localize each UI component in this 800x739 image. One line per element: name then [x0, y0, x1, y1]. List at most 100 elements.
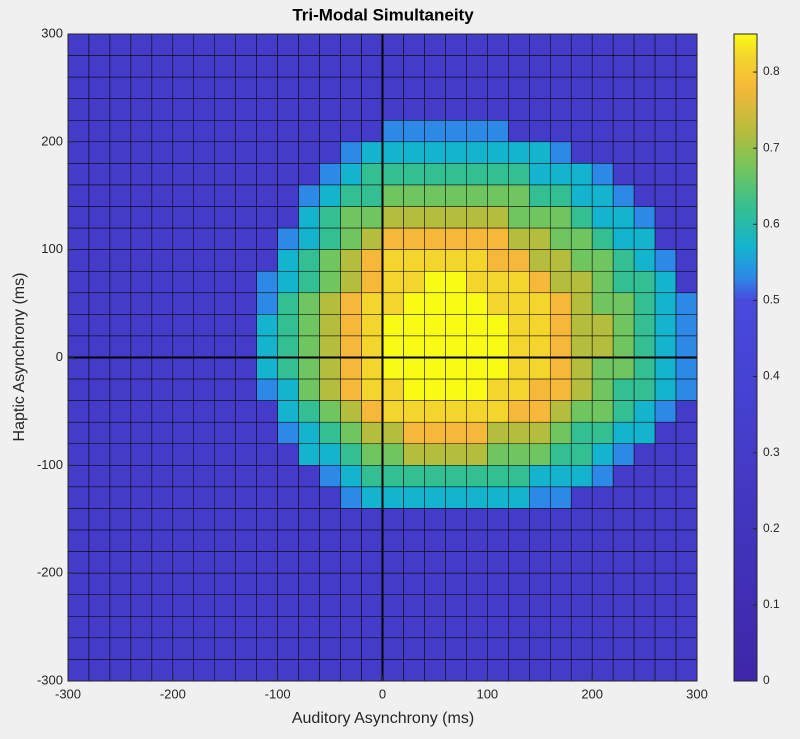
heat-cell — [675, 98, 698, 121]
heat-cell — [382, 616, 404, 639]
heat-cell — [277, 443, 299, 466]
heat-cell — [529, 314, 551, 337]
heat-cell — [298, 400, 320, 423]
heat-cell — [591, 486, 614, 509]
heat-cell — [445, 163, 467, 186]
heat-cell — [466, 465, 488, 488]
heat-cell — [487, 206, 509, 229]
heat-cell — [487, 98, 509, 121]
heat-cell — [612, 163, 635, 186]
heat-cell — [487, 249, 509, 272]
heat-cell — [193, 314, 216, 337]
heat-cell — [591, 508, 614, 531]
heat-cell — [172, 141, 195, 164]
heat-cell — [319, 270, 341, 294]
heat-cell — [172, 508, 195, 531]
heat-cell — [193, 292, 216, 315]
heat-cell — [88, 292, 111, 315]
heat-cell — [529, 465, 551, 488]
heat-cell — [361, 443, 383, 466]
heat-cell — [319, 551, 341, 574]
heat-cell — [591, 443, 614, 466]
heat-cell — [487, 357, 509, 380]
heat-cell — [67, 572, 90, 595]
heat-cell — [591, 314, 614, 337]
heat-cell — [88, 659, 111, 682]
heat-cell — [591, 616, 614, 639]
heat-cell — [88, 637, 111, 660]
heat-cell — [151, 378, 174, 401]
heat-cell — [172, 400, 195, 423]
heat-cell — [277, 357, 299, 380]
heat-cell — [487, 270, 509, 294]
heat-cell — [172, 421, 195, 445]
heat-cell — [151, 227, 174, 250]
heat-cell — [277, 55, 299, 78]
heat-cell — [214, 659, 236, 682]
heat-cell — [403, 314, 425, 337]
heat-cell — [445, 400, 467, 423]
heat-cell — [319, 637, 341, 660]
heat-cell — [319, 529, 341, 552]
heat-cell — [340, 659, 362, 682]
heat-cell — [424, 33, 446, 56]
heat-cell — [361, 508, 383, 531]
heat-cell — [151, 206, 174, 229]
heat-cell — [382, 421, 404, 445]
heat-cell — [88, 206, 111, 229]
heat-cell — [88, 594, 111, 617]
heat-cell — [130, 421, 153, 445]
heat-cell — [403, 357, 425, 380]
heat-cell — [508, 508, 530, 531]
heat-cell — [172, 486, 195, 509]
heat-cell — [612, 594, 635, 617]
heat-cell — [88, 249, 111, 272]
heat-cell — [319, 357, 341, 380]
heat-cell — [466, 637, 488, 660]
heat-cell — [529, 378, 551, 401]
heat-cell — [235, 594, 257, 617]
heat-cell — [109, 163, 132, 186]
heat-cell — [487, 33, 509, 56]
heat-cell — [487, 637, 509, 660]
heat-cell — [654, 486, 677, 509]
heat-cell — [675, 249, 698, 272]
colorbar-tick-label: 0.4 — [763, 369, 780, 383]
heat-cell — [298, 594, 320, 617]
heat-cell — [151, 270, 174, 294]
heat-cell — [214, 270, 236, 294]
heat-cell — [570, 270, 593, 294]
heat-cell — [277, 141, 299, 164]
heat-cell — [235, 357, 257, 380]
heat-cell — [570, 141, 593, 164]
heat-cell — [340, 421, 362, 445]
heat-cell — [508, 314, 530, 337]
heat-cell — [633, 163, 656, 186]
heat-cell — [487, 486, 509, 509]
heat-cell — [319, 55, 341, 78]
heat-cell — [570, 314, 593, 337]
y-tick-label: -200 — [37, 565, 63, 580]
heat-cell — [235, 465, 257, 488]
heat-cell — [256, 249, 278, 272]
heat-cell — [319, 400, 341, 423]
heat-cell — [675, 637, 698, 660]
heat-cell — [466, 421, 488, 445]
x-tick-label: -200 — [160, 686, 186, 701]
heat-cell — [549, 616, 572, 639]
heat-cell — [298, 659, 320, 682]
heat-cell — [633, 357, 656, 380]
heat-cell — [361, 335, 383, 358]
heat-cell — [193, 335, 216, 358]
heat-cell — [172, 594, 195, 617]
heat-cell — [193, 184, 216, 207]
heat-cell — [298, 357, 320, 380]
heat-cell — [298, 141, 320, 164]
heat-cell — [487, 292, 509, 315]
heat-cell — [361, 357, 383, 380]
heat-cell — [151, 33, 174, 56]
heat-cell — [361, 421, 383, 445]
heat-cell — [591, 292, 614, 315]
heat-cell — [654, 120, 677, 143]
heat-cell — [570, 594, 593, 617]
